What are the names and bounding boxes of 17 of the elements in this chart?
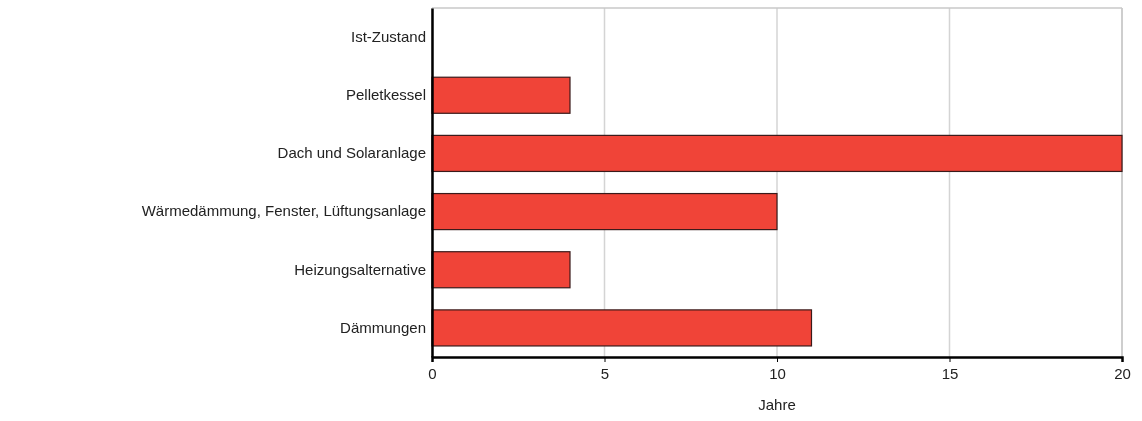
y-tick-label: Ist-Zustand xyxy=(350,27,426,45)
bar xyxy=(431,192,778,231)
x-tick-label: 10 xyxy=(769,364,786,382)
y-tick-label: Heizungsalternative xyxy=(294,260,426,278)
x-tick-label: 0 xyxy=(428,364,437,382)
y-tick-label: Dämmungen xyxy=(340,318,426,336)
x-tick-label: 5 xyxy=(600,364,610,382)
x-tick-label: 20 xyxy=(1114,364,1131,382)
x-axis-title: Jahre xyxy=(758,396,796,413)
bar xyxy=(431,76,571,114)
x-tick-label: 15 xyxy=(941,364,959,382)
bar xyxy=(431,251,571,289)
y-tick-label: Pelletkessel xyxy=(345,86,426,104)
y-tick-label: Wärmedämmung, Fenster, Lüftungsanlage xyxy=(141,202,426,220)
bar xyxy=(431,134,1123,173)
bar xyxy=(431,309,813,347)
y-tick-label: Dach und Solaranlage xyxy=(277,144,426,162)
